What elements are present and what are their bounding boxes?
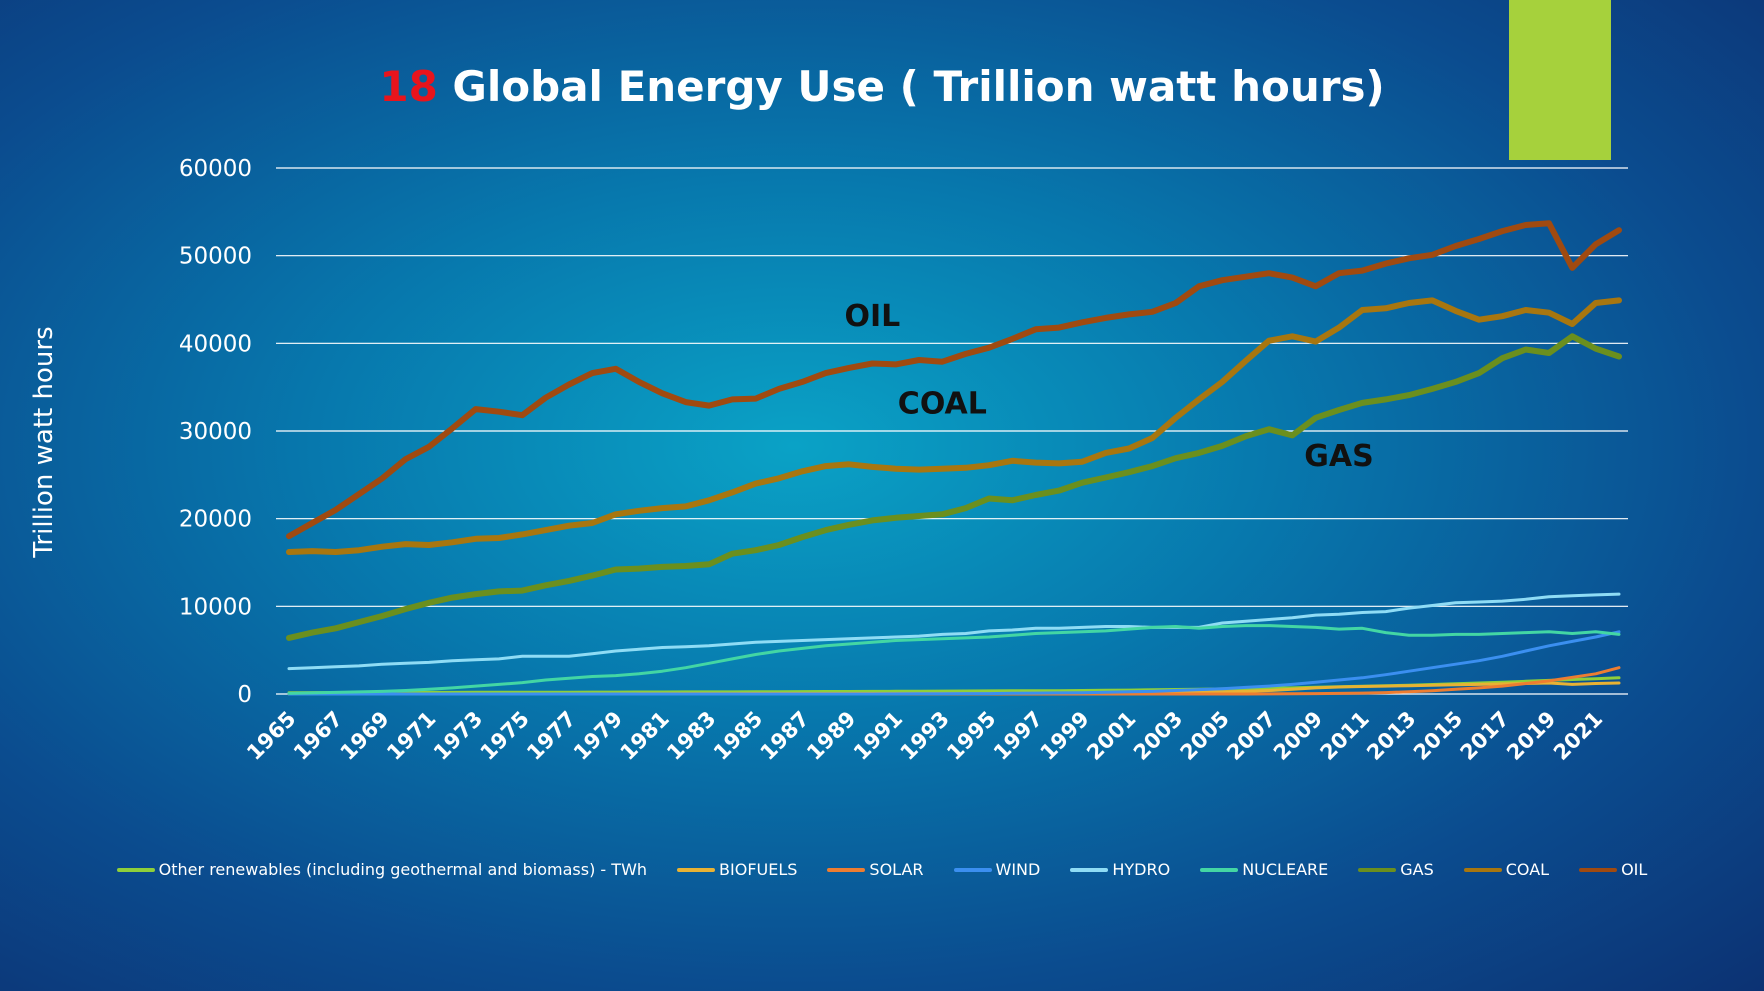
legend-swatch <box>953 867 992 872</box>
x-tick-label: 1999 <box>1036 707 1094 765</box>
x-tick-label: 1989 <box>802 707 860 765</box>
legend-swatch <box>1070 867 1109 872</box>
legend-item: Other renewables (including geothermal a… <box>116 860 648 879</box>
y-tick-label: 40000 <box>179 331 252 357</box>
series-line-oil <box>286 220 1622 540</box>
accent-bar <box>1509 0 1611 160</box>
legend-swatch <box>677 867 716 872</box>
y-tick-label: 60000 <box>179 156 252 182</box>
x-tick-label: 2005 <box>1176 707 1234 765</box>
x-tick-label: 2007 <box>1222 707 1280 765</box>
x-tick-label: 2017 <box>1456 707 1514 765</box>
x-tick-label: 1993 <box>896 707 954 765</box>
annotations: OIL COAL GAS <box>844 299 1373 474</box>
legend-item: OIL <box>1579 860 1647 879</box>
x-tick-label: 2011 <box>1316 707 1374 765</box>
annotation-gas: GAS <box>1304 439 1373 474</box>
x-tick-label: 2019 <box>1502 707 1560 765</box>
series-line-wind <box>287 630 1621 696</box>
x-tick-label: 2009 <box>1269 707 1327 765</box>
y-tick-label: 0 <box>237 682 252 708</box>
gridlines <box>276 167 1628 695</box>
y-axis-ticks: 0 10000 20000 30000 40000 50000 60000 <box>179 156 252 708</box>
legend-item: HYDRO <box>1070 860 1170 879</box>
legend-item: SOLAR <box>827 860 924 879</box>
legend-label: WIND <box>995 860 1041 879</box>
legend-label: NUCLEARE <box>1242 860 1329 879</box>
x-tick-label: 1973 <box>429 707 487 765</box>
x-tick-label: 2021 <box>1549 707 1607 765</box>
annotation-coal: COAL <box>898 386 987 421</box>
x-tick-label: 1995 <box>942 707 1000 765</box>
x-tick-label: 1991 <box>849 707 907 765</box>
legend-swatch <box>827 867 866 872</box>
legend-swatch <box>1200 867 1239 872</box>
legend-label: SOLAR <box>869 860 924 879</box>
x-tick-label: 1983 <box>662 707 720 765</box>
chart-title: 18 Global Energy Use ( Trillion watt hou… <box>0 62 1764 111</box>
x-tick-label: 1997 <box>989 707 1047 765</box>
x-tick-label: 1987 <box>756 707 814 765</box>
x-tick-label: 1969 <box>336 707 394 765</box>
series-lines <box>286 220 1622 696</box>
series-line-hydro <box>287 592 1621 671</box>
legend: Other renewables (including geothermal a… <box>0 860 1764 879</box>
y-tick-label: 20000 <box>179 507 252 533</box>
legend-label: BIOFUELS <box>719 860 798 879</box>
legend-swatch <box>1463 867 1502 872</box>
legend-item: WIND <box>953 860 1041 879</box>
x-tick-label: 1967 <box>289 707 347 765</box>
x-tick-label: 1977 <box>522 707 580 765</box>
title-text: Global Energy Use ( Trillion watt hours) <box>437 62 1385 111</box>
legend-label: Other renewables (including geothermal a… <box>158 860 648 879</box>
annotation-oil: OIL <box>844 299 900 334</box>
legend-item: BIOFUELS <box>677 860 797 879</box>
y-tick-label: 30000 <box>179 419 252 445</box>
x-tick-label: 1975 <box>476 707 534 765</box>
legend-swatch <box>116 867 155 872</box>
x-tick-label: 2015 <box>1409 707 1467 765</box>
legend-label: COAL <box>1505 860 1550 879</box>
legend-item: COAL <box>1463 860 1550 879</box>
series-line-coal <box>286 297 1622 555</box>
y-tick-label: 10000 <box>179 594 252 620</box>
legend-item: GAS <box>1358 860 1434 879</box>
legend-item: NUCLEARE <box>1200 860 1328 879</box>
legend-label: GAS <box>1400 860 1434 879</box>
x-tick-label: 2003 <box>1129 707 1187 765</box>
x-tick-label: 2013 <box>1362 707 1420 765</box>
legend-swatch <box>1579 867 1618 872</box>
x-axis-ticks: 1965196719691971197319751977197919811983… <box>242 707 1607 765</box>
legend-swatch <box>1358 867 1397 872</box>
x-tick-label: 1979 <box>569 707 627 765</box>
y-tick-label: 50000 <box>179 244 252 270</box>
series-line-nucleare <box>287 624 1621 695</box>
legend-label: OIL <box>1621 860 1648 879</box>
x-tick-label: 1981 <box>616 707 674 765</box>
x-tick-label: 1965 <box>242 707 300 765</box>
series-line-gas <box>286 333 1622 641</box>
x-tick-label: 1971 <box>382 707 440 765</box>
slide-number: 18 <box>379 62 438 111</box>
legend-label: HYDRO <box>1112 860 1171 879</box>
x-tick-label: 2001 <box>1082 707 1140 765</box>
x-tick-label: 1985 <box>709 707 767 765</box>
